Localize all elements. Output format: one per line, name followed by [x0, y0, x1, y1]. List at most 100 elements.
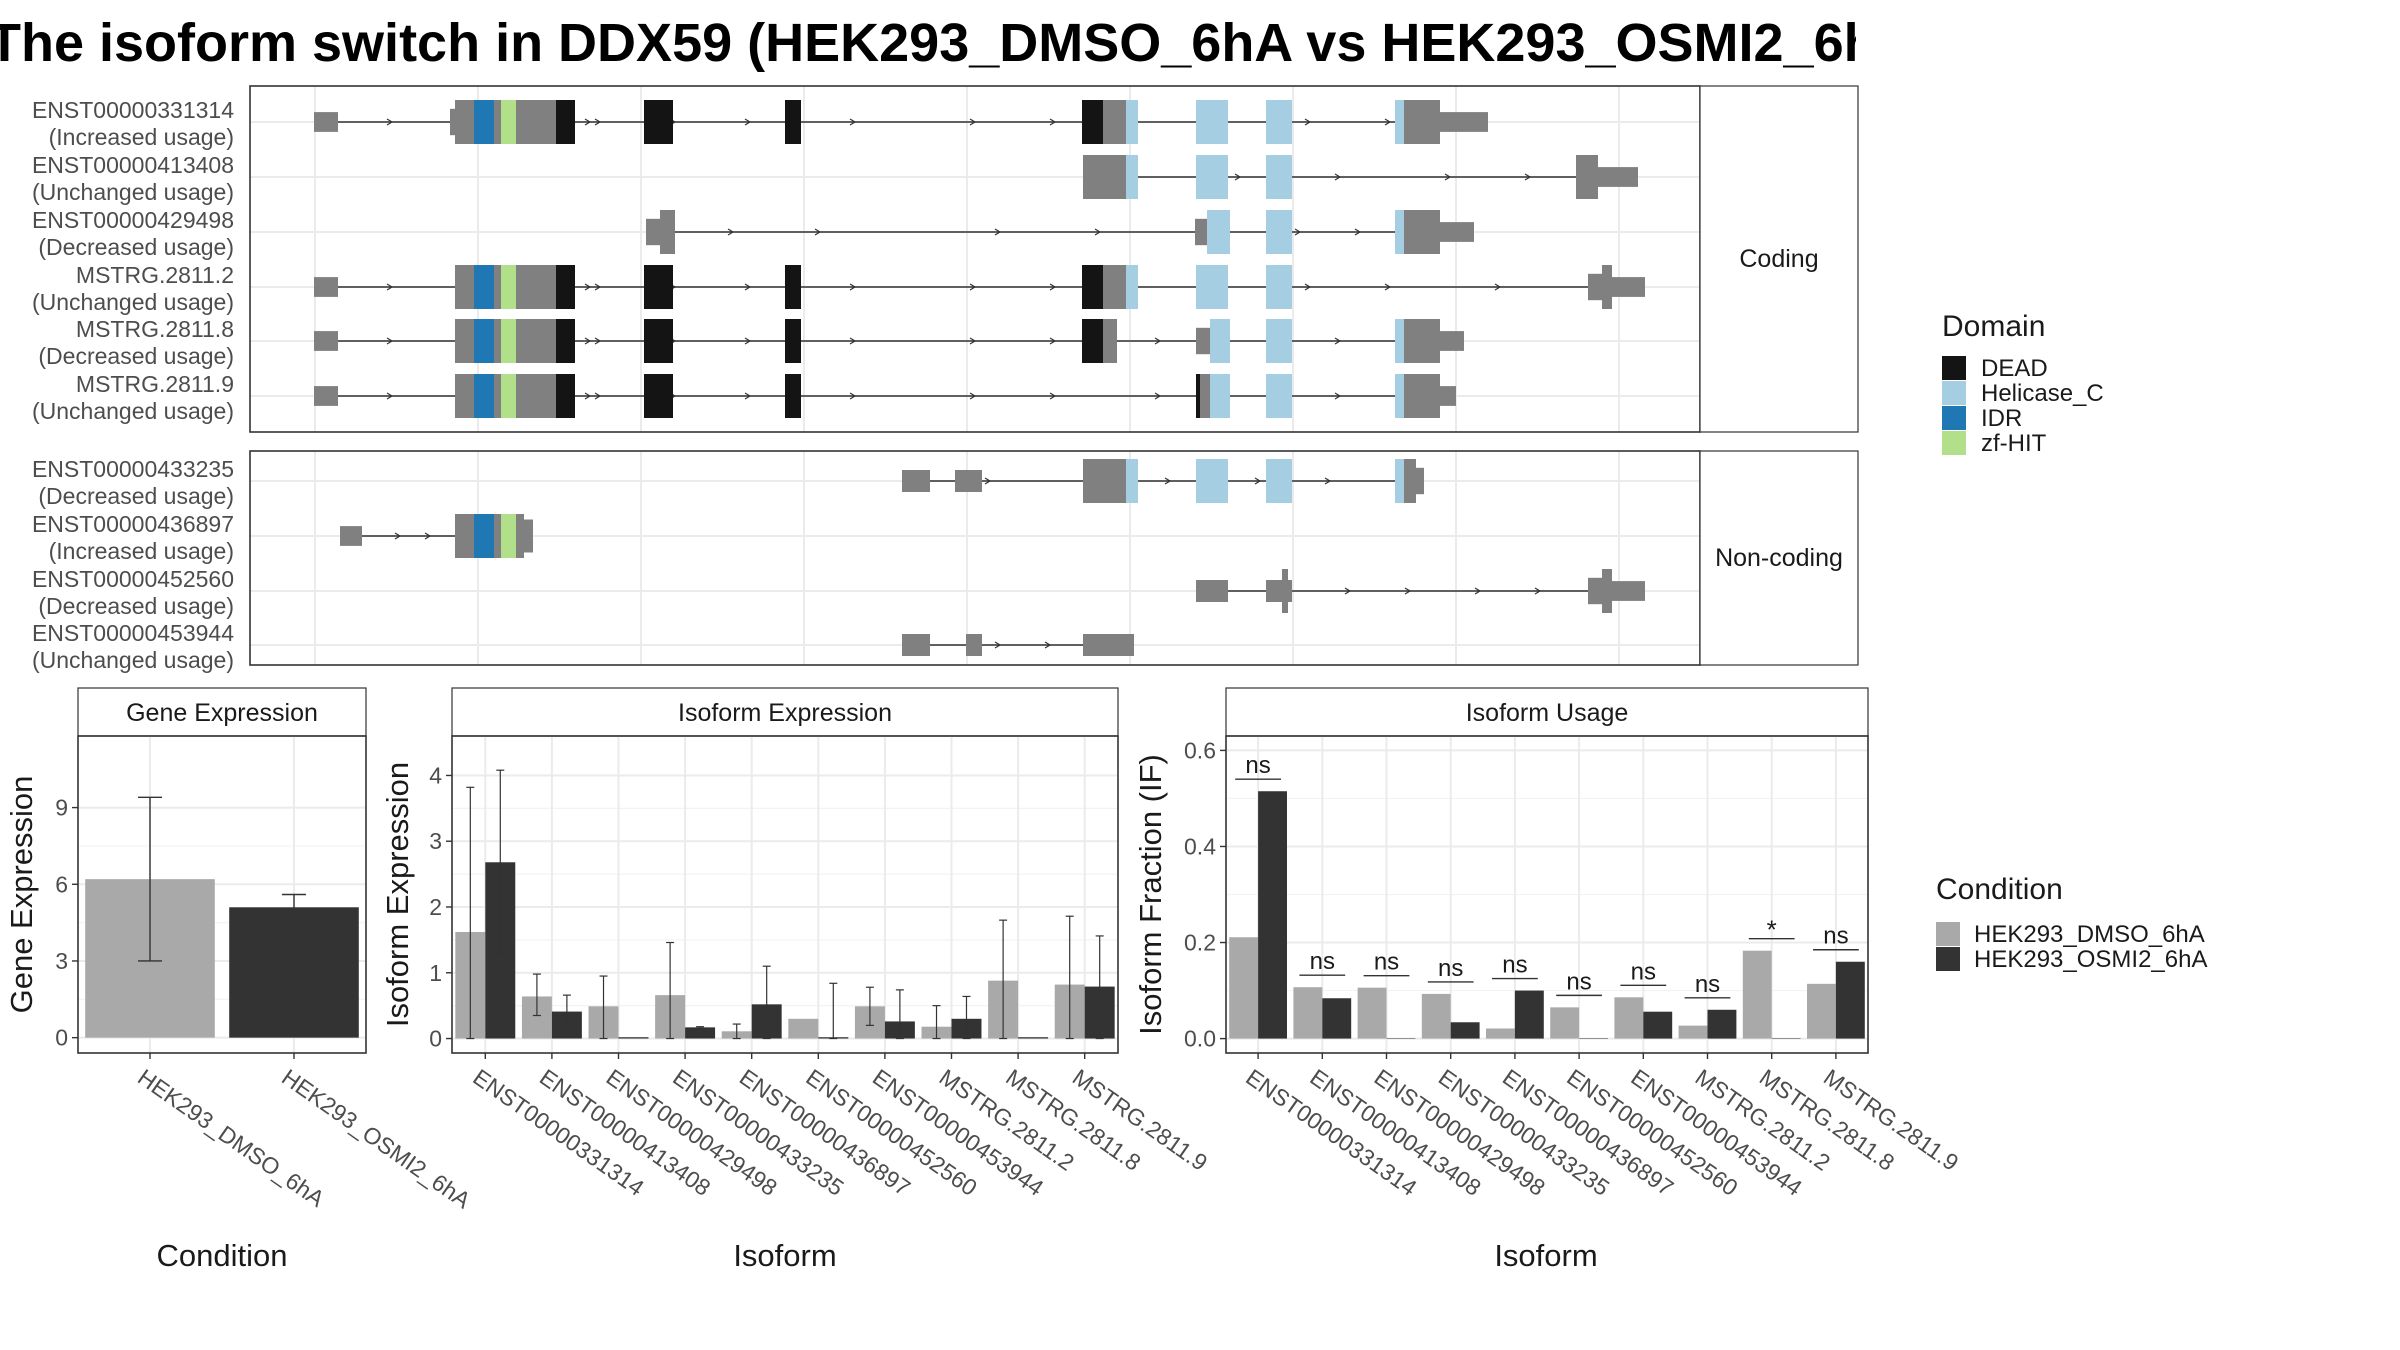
strand-arrow: [584, 283, 592, 291]
exon-block: [1440, 222, 1474, 242]
bar: [229, 907, 359, 1038]
chart-title: Isoform Usage: [1466, 699, 1629, 727]
domain-block: [644, 265, 673, 309]
domain-block: [501, 374, 516, 418]
exon-block: [1288, 580, 1292, 602]
strand-arrow: [1049, 337, 1057, 345]
isoform-status: (Unchanged usage): [32, 179, 234, 205]
isoform-track: [1083, 155, 1638, 199]
exon-block: [340, 526, 362, 546]
strand-arrow: [744, 337, 752, 345]
strand-arrow: [1044, 641, 1052, 649]
exon-block: [314, 386, 338, 406]
strand-arrow: [814, 228, 822, 236]
isoform-track: [902, 634, 1134, 656]
exon-block: [516, 319, 556, 363]
strand-arrow: [984, 477, 992, 485]
legend-key: [1942, 356, 1966, 380]
y-tick-label: 4: [429, 762, 442, 788]
domain-block: [644, 319, 673, 363]
chart-border: [1225, 735, 1869, 1054]
significance-label: ns: [1438, 955, 1463, 982]
exon-block: [902, 634, 930, 656]
domain-block: [501, 265, 516, 309]
exon-block: [1598, 167, 1638, 187]
strand-arrow: [1474, 587, 1482, 595]
domain-block: [556, 100, 575, 144]
exon-block: [1602, 569, 1612, 613]
isoform-label: ENST00000331314: [32, 97, 234, 123]
y-axis-label: Gene Expression: [4, 776, 39, 1014]
isoform-status: (Decreased usage): [38, 234, 234, 260]
y-axis-label: Isoform Expression: [380, 762, 415, 1027]
bar: [1807, 983, 1836, 1039]
legend-label: zf-HIT: [1981, 430, 2047, 457]
domain-block: [1196, 100, 1228, 144]
exon-block: [1083, 634, 1134, 656]
isoform-label: ENST00000436897: [32, 511, 234, 537]
domain-block: [1196, 265, 1228, 309]
strand-arrow: [994, 641, 1002, 649]
significance-label: ns: [1695, 971, 1720, 998]
domain-block: [1082, 265, 1103, 309]
domain-block: [1395, 100, 1404, 144]
chart-title: Gene Expression: [126, 699, 318, 727]
strand-arrow: [386, 337, 394, 345]
exon-block: [1103, 100, 1126, 144]
domain-block: [1196, 155, 1228, 199]
error-bar: [1095, 935, 1104, 1040]
bar: [1550, 1007, 1580, 1039]
bar: [788, 1018, 819, 1039]
bar: [1357, 987, 1387, 1039]
error-bar: [962, 995, 971, 1040]
exon-block: [902, 470, 930, 492]
domain-block: [1395, 210, 1404, 254]
bar: [1514, 990, 1544, 1039]
strand-arrow: [744, 392, 752, 400]
strand-arrow: [1334, 392, 1342, 400]
bar: [1643, 1011, 1673, 1039]
bar: [1018, 1037, 1049, 1039]
y-tick-label: 0.0: [1184, 1026, 1216, 1052]
chart-strip: [77, 687, 367, 737]
isoform-status: (Decreased usage): [38, 593, 234, 619]
isoform-status: (Increased usage): [49, 538, 234, 564]
strand-arrow: [849, 283, 857, 291]
error-bar: [562, 994, 571, 1030]
isoform-status: (Unchanged usage): [32, 647, 234, 673]
exon-block: [1440, 331, 1464, 351]
domain-block: [1395, 459, 1404, 503]
strand-arrow: [969, 283, 977, 291]
domain-block: [501, 100, 516, 144]
error-bar: [666, 941, 675, 1040]
exon-block: [516, 514, 524, 558]
error-bar: [999, 919, 1008, 1040]
exon-block: [494, 100, 501, 144]
error-bar: [466, 786, 475, 1040]
exon-block: [450, 108, 455, 136]
chart-strip: [451, 687, 1119, 737]
exon-block: [1416, 467, 1424, 495]
exon-block: [660, 210, 675, 254]
strand-arrow: [1094, 228, 1102, 236]
strand-arrow: [1164, 477, 1172, 485]
isoform-status: (Unchanged usage): [32, 398, 234, 424]
error-bar: [696, 1026, 705, 1030]
strand-arrow: [1324, 477, 1332, 485]
facet-label: Non-coding: [1715, 544, 1843, 572]
isoform-status: (Decreased usage): [38, 483, 234, 509]
legend-title: Domain: [1942, 310, 2045, 343]
domain-block: [474, 319, 494, 363]
domain-block: [501, 514, 516, 558]
isoform-track: [646, 210, 1474, 254]
facet-strip: [1699, 85, 1859, 433]
strand-arrow: [1344, 587, 1352, 595]
domain-block: [1210, 374, 1230, 418]
legend-key: [1936, 922, 1960, 946]
exon-block: [966, 634, 982, 656]
domain-block: [1210, 319, 1230, 363]
strand-arrow: [744, 118, 752, 126]
legend-key: [1942, 381, 1966, 405]
significance-label: ns: [1566, 968, 1591, 995]
domain-block: [474, 374, 494, 418]
